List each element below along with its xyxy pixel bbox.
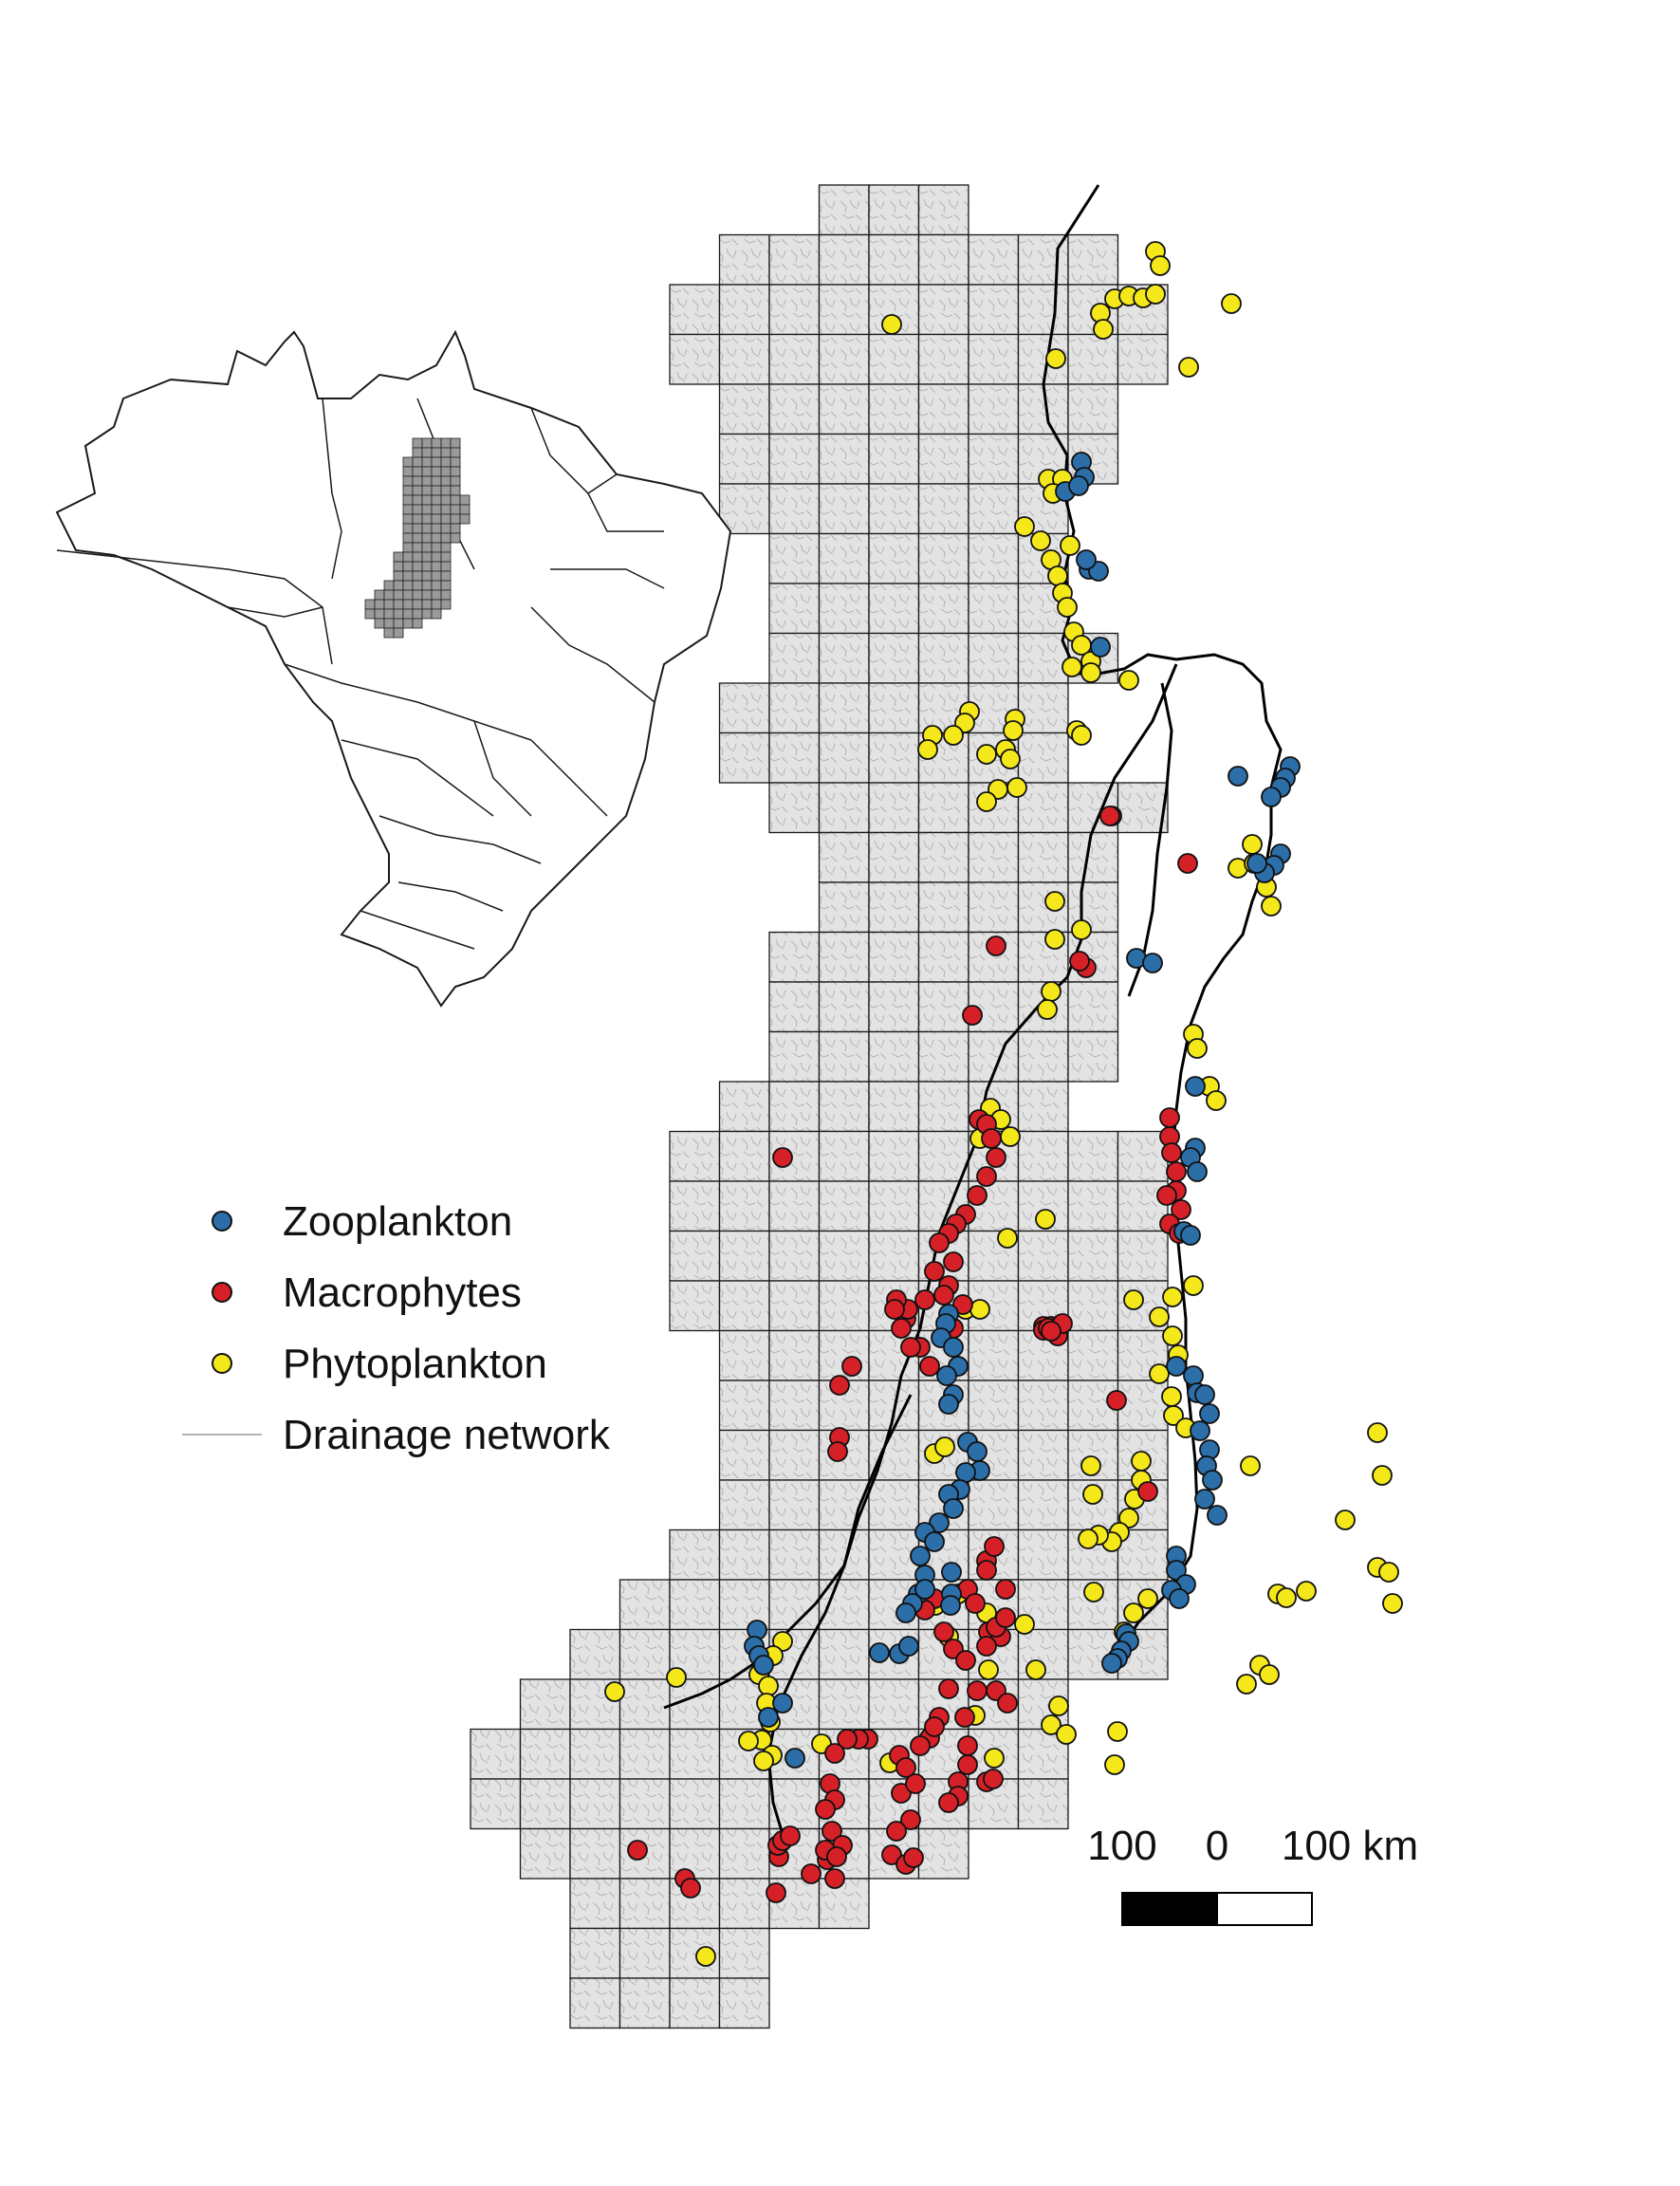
sample-points [604,241,1403,1967]
scale-bar-white [1216,1892,1313,1926]
brazil-outline-icon [55,329,732,1008]
southwest-river [766,1394,913,1851]
legend-swatch-zooplankton [212,1211,232,1232]
legend-label-phytoplankton: Phytoplankton [283,1341,547,1387]
inset-map [55,329,732,1008]
legend-swatch-macrophytes [212,1282,232,1303]
inset-study-area [364,437,471,639]
scale-bar-black [1121,1892,1218,1926]
legend-label-zooplankton: Zooplankton [283,1198,512,1245]
inset-state-borders [56,398,665,950]
scale-label-mid: 0 [1206,1823,1228,1869]
legend-label-drainage: Drainage network [283,1412,611,1458]
scale-label-left: 100 [1087,1823,1156,1869]
study-grid [470,184,1169,2029]
legend: Zooplankton Macrophytes Phytoplankton Dr… [182,1198,611,1458]
legend-swatch-phytoplankton [212,1353,232,1374]
scale-label-right: 100 km [1282,1823,1418,1869]
tocantins-river [663,663,1178,1710]
scale-bar: 100 0 100 km [1087,1823,1418,1926]
legend-label-macrophytes: Macrophytes [283,1269,522,1316]
